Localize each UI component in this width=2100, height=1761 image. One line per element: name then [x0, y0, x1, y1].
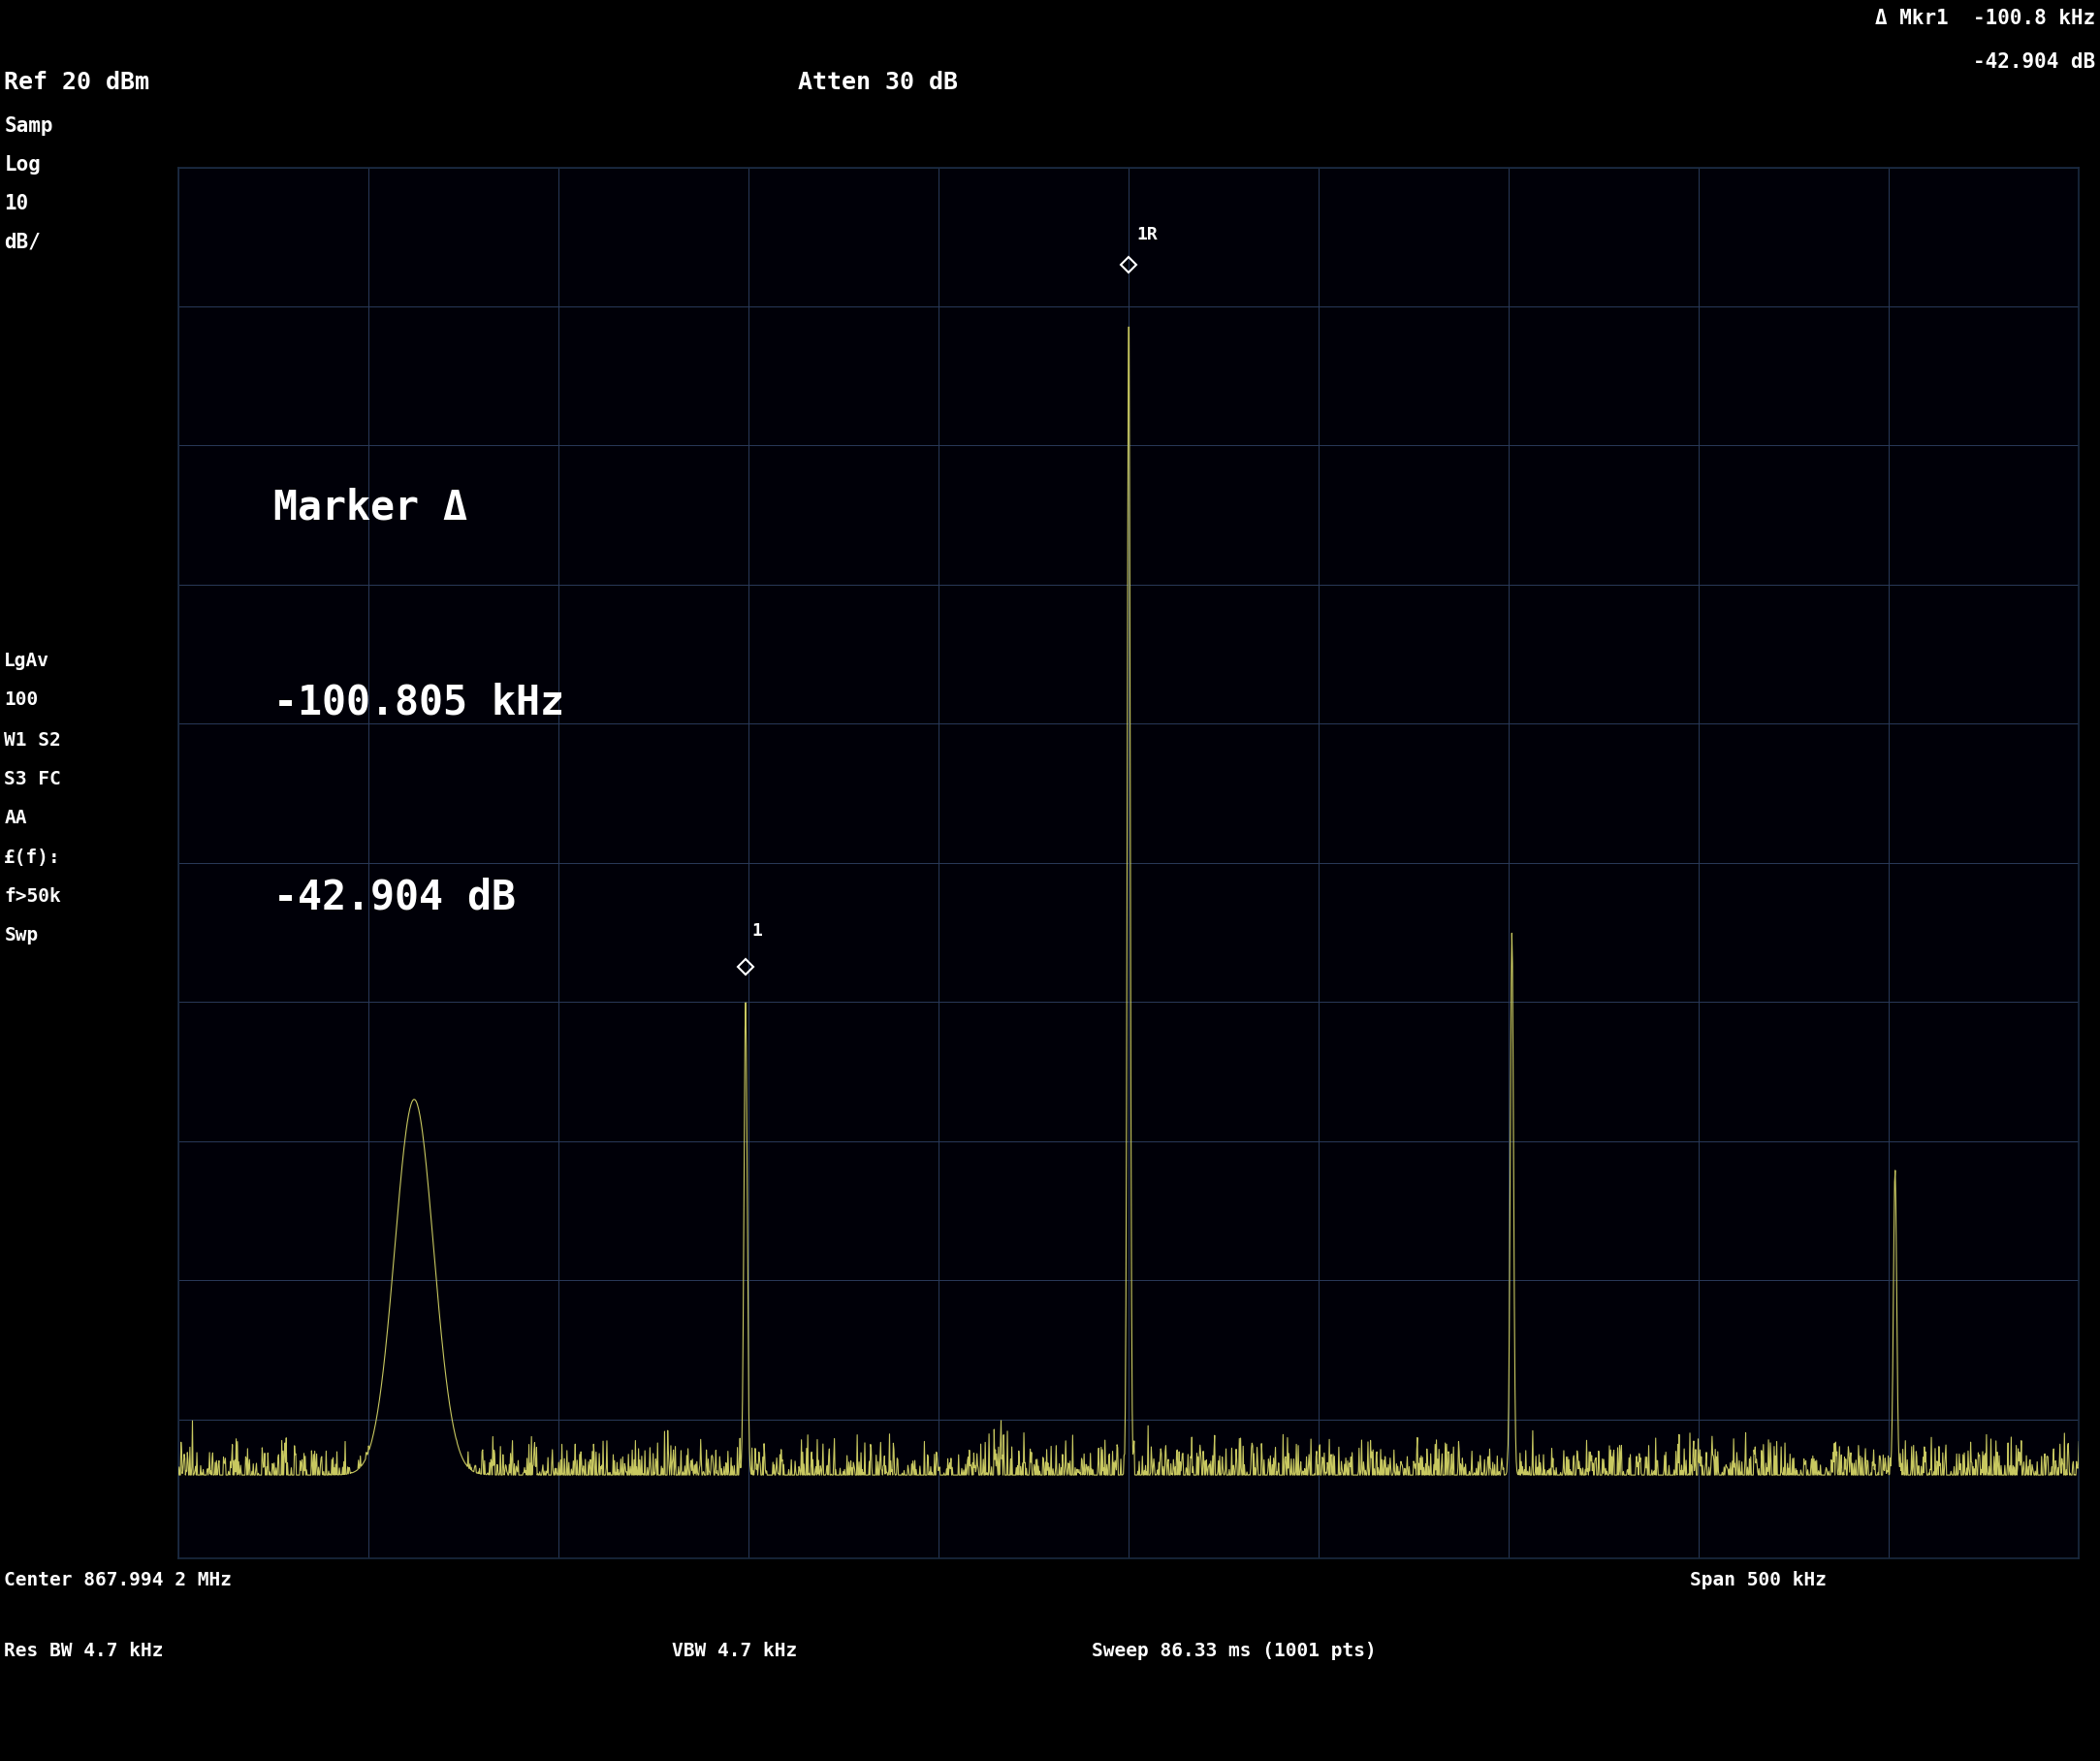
Text: 10: 10 — [4, 194, 29, 213]
Text: S3 FC: S3 FC — [4, 770, 61, 787]
Text: f>50k: f>50k — [4, 888, 61, 905]
Text: Swp: Swp — [4, 926, 38, 944]
Text: Marker Δ: Marker Δ — [273, 488, 468, 528]
Text: 1: 1 — [752, 923, 762, 939]
Text: AA: AA — [4, 808, 27, 826]
Text: Ref 20 dBm: Ref 20 dBm — [4, 70, 149, 93]
Text: -42.904 dB: -42.904 dB — [1974, 53, 2096, 72]
Text: VBW 4.7 kHz: VBW 4.7 kHz — [672, 1641, 798, 1659]
Text: Span 500 kHz: Span 500 kHz — [1690, 1571, 1827, 1588]
Text: Log: Log — [4, 155, 40, 174]
Text: Center 867.994 2 MHz: Center 867.994 2 MHz — [4, 1571, 231, 1588]
Text: LgAv: LgAv — [4, 652, 50, 669]
Text: -100.805 kHz: -100.805 kHz — [273, 682, 565, 722]
Text: £(f):: £(f): — [4, 849, 61, 866]
Text: Samp: Samp — [4, 116, 52, 136]
Text: Atten 30 dB: Atten 30 dB — [798, 70, 958, 93]
Text: Res BW 4.7 kHz: Res BW 4.7 kHz — [4, 1641, 164, 1659]
Text: 100: 100 — [4, 690, 38, 708]
Text: -42.904 dB: -42.904 dB — [273, 877, 517, 917]
Text: dB/: dB/ — [4, 232, 40, 252]
Text: W1 S2: W1 S2 — [4, 731, 61, 748]
Text: Sweep 86.33 ms (1001 pts): Sweep 86.33 ms (1001 pts) — [1092, 1641, 1378, 1659]
Text: 1R: 1R — [1136, 227, 1157, 243]
Text: Δ Mkr1  -100.8 kHz: Δ Mkr1 -100.8 kHz — [1875, 9, 2096, 28]
